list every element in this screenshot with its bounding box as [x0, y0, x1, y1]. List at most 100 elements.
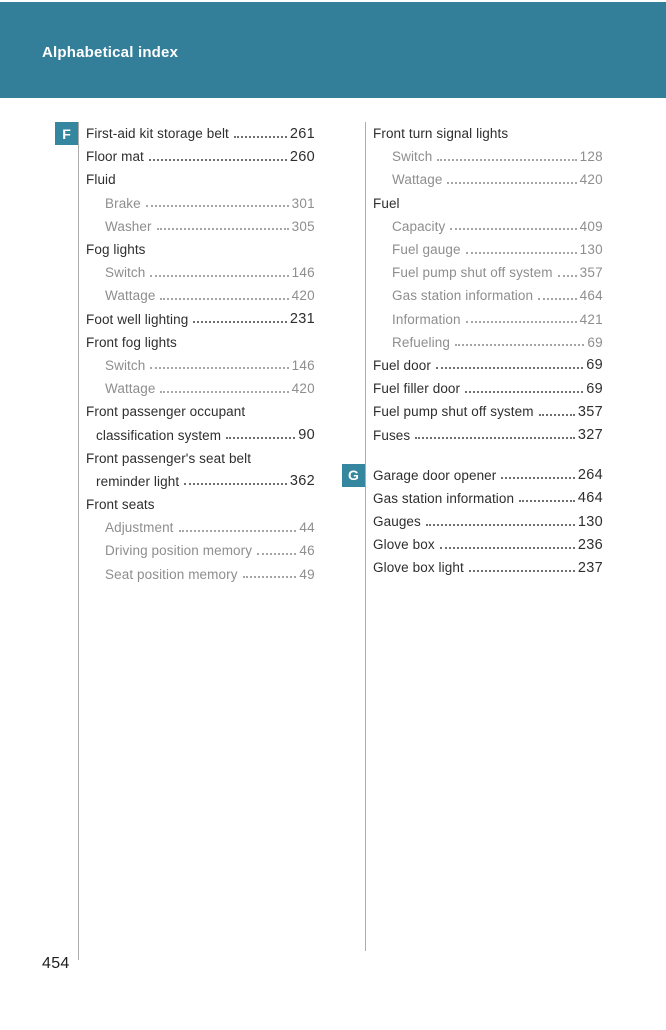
index-entry: Front turn signal lights	[373, 122, 603, 145]
entry-page-number: 420	[579, 172, 603, 188]
index-entry: classification system 90	[86, 423, 315, 446]
entry-label: Fog lights	[86, 242, 146, 258]
entry-page-number: 264	[577, 467, 603, 484]
entry-page-number: 464	[579, 288, 603, 304]
index-entry: Glove box light 237	[373, 556, 603, 579]
section-letter-badge: F	[55, 122, 78, 145]
dot-leader	[160, 297, 289, 300]
index-entry: Gas station information 464	[373, 284, 603, 307]
column-divider-right	[365, 122, 366, 951]
dot-leader	[465, 390, 584, 393]
dot-leader	[501, 477, 575, 480]
index-entry: Front passenger's seat belt	[86, 447, 315, 470]
index-entry: Refueling 69	[373, 331, 603, 354]
entry-label: Front passenger's seat belt	[86, 450, 252, 466]
index-entry: Switch 128	[373, 145, 603, 168]
entry-page-number: 301	[291, 195, 315, 211]
entry-page-number: 421	[579, 311, 603, 327]
index-entry: Floor mat 260	[86, 145, 315, 168]
dot-leader	[454, 344, 585, 347]
entry-page-number: 128	[579, 149, 603, 165]
dot-leader	[242, 576, 297, 579]
entry-page-number: 357	[577, 403, 603, 420]
dot-leader	[184, 483, 287, 486]
index-entry: Adjustment 44	[86, 516, 315, 539]
index-entry: Switch 146	[86, 354, 315, 377]
dot-leader	[468, 569, 575, 572]
dot-leader	[148, 158, 287, 161]
index-entry: Information 421	[373, 308, 603, 331]
dot-leader	[437, 158, 577, 161]
index-entry: Fuel filler door 69	[373, 377, 603, 400]
entry-page-number: 409	[579, 218, 603, 234]
entry-label: Fuel pump shut off system	[392, 265, 553, 281]
dot-leader	[415, 437, 575, 440]
index-entry: Wattage 420	[373, 168, 603, 191]
index-entry: Front seats	[86, 493, 315, 516]
entry-page-number: 44	[299, 520, 315, 536]
entry-label: Fuel gauge	[392, 242, 461, 258]
dot-leader	[435, 367, 584, 370]
entry-label: Floor mat	[86, 149, 144, 165]
entry-page-number: 236	[577, 536, 603, 553]
header-band: Alphabetical index	[0, 2, 666, 98]
entry-page-number: 231	[289, 311, 315, 328]
entry-page-number: 260	[289, 148, 315, 165]
entry-label: Fluid	[86, 172, 116, 188]
index-entry: Fuses 327	[373, 423, 603, 446]
dot-leader	[257, 552, 297, 555]
entry-page-number: 146	[291, 265, 315, 281]
entry-label: Front passenger occupant	[86, 404, 246, 420]
entry-page-number: 130	[579, 242, 603, 258]
index-entry: Fuel	[373, 192, 603, 215]
entry-label: Front fog lights	[86, 334, 177, 350]
entry-label: Wattage	[105, 288, 156, 304]
entry-page-number: 130	[577, 513, 603, 530]
dot-leader	[439, 546, 575, 549]
dot-leader	[465, 321, 577, 324]
entry-label: Foot well lighting	[86, 311, 189, 327]
index-entry: Front fog lights	[86, 331, 315, 354]
index-section: Front turn signal lights Switch 128 Wattage…	[373, 122, 603, 447]
index-section: G Garage door opener 264 Gas station inform…	[342, 463, 603, 580]
entry-label: Refueling	[392, 334, 450, 350]
dot-leader	[150, 367, 289, 370]
entry-page-number: 49	[299, 566, 315, 582]
entry-label: Switch	[105, 357, 146, 373]
index-entry: Wattage 420	[86, 284, 315, 307]
entry-label: Driving position memory	[105, 543, 253, 559]
dot-leader	[160, 390, 289, 393]
entry-label: Fuses	[373, 427, 411, 443]
index-entry: Fluid	[86, 168, 315, 191]
index-entry: Gauges 130	[373, 510, 603, 533]
entry-label: Adjustment	[105, 520, 174, 536]
entry-page-number: 464	[577, 490, 603, 507]
entry-page-number: 357	[579, 265, 603, 281]
entry-page-number: 362	[289, 473, 315, 490]
index-entry: Driving position memory 46	[86, 539, 315, 562]
entry-label: Wattage	[392, 172, 443, 188]
entry-label: Fuel door	[373, 357, 431, 373]
index-entry: Switch 146	[86, 261, 315, 284]
page-number: 454	[42, 955, 70, 972]
index-entry: Fuel door 69	[373, 354, 603, 377]
section-letter-badge: G	[342, 463, 365, 487]
entry-label: Garage door opener	[373, 467, 497, 483]
entry-label: Fuel	[373, 195, 400, 211]
entry-page-number: 69	[586, 380, 603, 397]
entry-label: Fuel filler door	[373, 381, 461, 397]
index-entry: First-aid kit storage belt 261	[86, 122, 315, 145]
entry-label: Gas station information	[392, 288, 534, 304]
entry-label: Seat position memory	[105, 566, 238, 582]
entry-label: First-aid kit storage belt	[86, 126, 229, 142]
entry-page-number: 69	[586, 357, 603, 374]
entry-page-number: 420	[291, 288, 315, 304]
dot-leader	[447, 181, 577, 184]
index-entry: Fuel gauge 130	[373, 238, 603, 261]
index-entry: Glove box 236	[373, 533, 603, 556]
entry-page-number: 237	[577, 559, 603, 576]
entry-label: Front turn signal lights	[373, 126, 509, 142]
index-entry: Garage door opener 264	[373, 464, 603, 487]
dot-leader	[178, 529, 297, 532]
dot-leader	[450, 228, 577, 231]
